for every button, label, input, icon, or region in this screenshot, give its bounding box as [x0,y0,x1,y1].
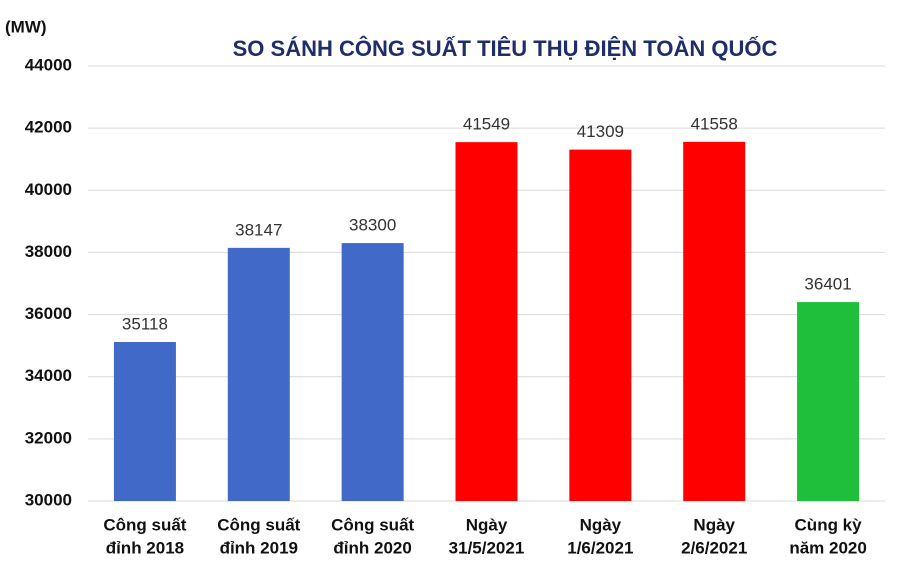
y-tick-label: 34000 [25,366,72,385]
y-tick-label: 30000 [25,490,72,509]
bar [113,341,176,501]
x-tick-label: Ngày [693,515,735,534]
x-tick-label: đỉnh 2018 [106,538,184,557]
x-tick-label: năm 2020 [789,538,867,557]
bar [569,149,632,501]
value-label: 41309 [577,122,624,141]
x-tick-label: 31/5/2021 [449,538,525,557]
y-tick-label: 40000 [25,180,72,199]
x-tick-label: Công suất [103,515,186,534]
bar [797,302,860,501]
value-label: 38147 [235,220,282,239]
bar [683,141,746,501]
x-tick-label: Ngày [580,515,622,534]
x-tick-label: đỉnh 2019 [220,538,298,557]
y-tick-label: 36000 [25,304,72,323]
value-label: 41549 [463,115,510,134]
x-tick-label: Công suất [217,515,300,534]
value-label: 41558 [691,114,738,133]
y-tick-label: 42000 [25,118,72,137]
y-tick-label: 38000 [25,242,72,261]
x-tick-label: Công suất [331,515,414,534]
bar [341,243,404,501]
x-tick-label: 1/6/2021 [567,538,633,557]
y-tick-label: 44000 [25,55,72,74]
y-axis-label: (MW) [5,17,47,36]
bar [455,142,518,501]
bar [227,247,290,501]
chart-title: SO SÁNH CÔNG SUẤT TIÊU THỤ ĐIỆN TOÀN QUỐ… [233,35,778,61]
value-label: 36401 [804,275,851,294]
x-tick-label: đỉnh 2020 [333,538,411,557]
x-tick-label: 2/6/2021 [681,538,747,557]
y-tick-label: 32000 [25,428,72,447]
value-label: 35118 [122,314,168,333]
x-tick-label: Ngày [466,515,508,534]
x-tick-label: Cùng kỳ [795,515,863,534]
value-label: 38300 [349,216,396,235]
